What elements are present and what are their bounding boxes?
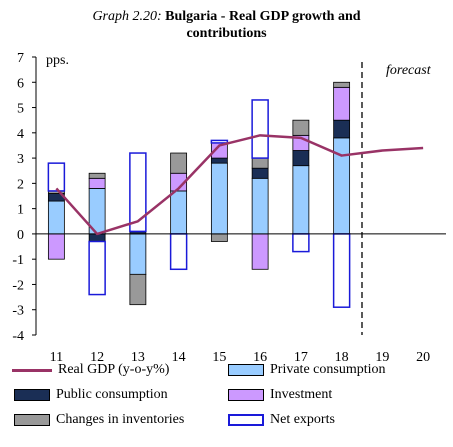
y-tick-label: 2 bbox=[17, 177, 24, 192]
chart-title: Graph 2.20: Bulgaria - Real GDP growth a… bbox=[0, 8, 453, 42]
legend-label: Net exports bbox=[270, 412, 335, 427]
legend-label: Private consumption bbox=[270, 362, 386, 377]
bar-segment bbox=[251, 233, 269, 270]
legend-item-public-consumption: Public consumption bbox=[14, 387, 168, 403]
x-tick-label: 17 bbox=[294, 350, 308, 365]
y-axis-unit-label: pps. bbox=[46, 53, 69, 68]
bar-segment bbox=[292, 150, 310, 167]
gdp-line bbox=[55, 134, 424, 236]
bar-segment bbox=[129, 233, 147, 275]
bar-segment bbox=[170, 190, 188, 235]
bar-segment bbox=[88, 172, 106, 179]
bar-segment bbox=[251, 177, 269, 235]
legend-label: Changes in inventories bbox=[56, 412, 185, 427]
bar-segment bbox=[47, 200, 65, 235]
legend-box-swatch bbox=[14, 389, 50, 401]
x-tick-label: 20 bbox=[416, 350, 430, 365]
y-tick-label: 1 bbox=[17, 203, 24, 218]
x-tick-label: 13 bbox=[131, 350, 145, 365]
y-tick-label: 0 bbox=[17, 228, 24, 243]
chart-legend: Real GDP (y-o-y%) Private consumption Pu… bbox=[0, 362, 453, 442]
bar-segment bbox=[292, 233, 310, 253]
legend-box-swatch bbox=[228, 389, 264, 401]
legend-line-swatch bbox=[12, 368, 52, 372]
bar-segment bbox=[333, 86, 351, 121]
legend-box-swatch bbox=[14, 414, 50, 426]
bar-segment bbox=[210, 157, 228, 164]
y-tick-label: -4 bbox=[12, 329, 24, 344]
bar-segment bbox=[333, 81, 351, 88]
x-tick-label: 16 bbox=[253, 350, 267, 365]
bar-segment bbox=[88, 240, 106, 296]
bar-segment bbox=[88, 177, 106, 189]
y-tick-label: 5 bbox=[17, 102, 24, 117]
bar-segment bbox=[129, 273, 147, 306]
bar-segment bbox=[210, 233, 228, 242]
bar-segment bbox=[47, 233, 65, 260]
legend-item-net-exports: Net exports bbox=[228, 412, 335, 428]
legend-label: Investment bbox=[270, 387, 333, 402]
graph-number: Graph 2.20: bbox=[92, 9, 162, 24]
title-line-2: contributions bbox=[186, 26, 267, 41]
x-tick-label: 19 bbox=[375, 350, 389, 365]
y-tick-label: -1 bbox=[12, 253, 24, 268]
x-tick-label: 15 bbox=[212, 350, 226, 365]
bar-segment bbox=[210, 162, 228, 235]
y-tick-label: -3 bbox=[12, 304, 24, 319]
legend-box-swatch bbox=[228, 414, 264, 426]
title-line-1: Bulgaria - Real GDP growth and bbox=[165, 9, 361, 24]
bar-segment bbox=[333, 119, 351, 139]
bar-segment bbox=[47, 162, 66, 192]
forecast-label: forecast bbox=[386, 63, 432, 78]
bar-segment bbox=[170, 152, 188, 174]
y-tick-label: 3 bbox=[17, 152, 24, 167]
legend-label: Public consumption bbox=[56, 387, 168, 402]
x-tick-label: 18 bbox=[335, 350, 349, 365]
bar-segment bbox=[210, 139, 229, 144]
legend-item-real-gdp: Real GDP (y-o-y%) bbox=[12, 362, 169, 378]
bar-segment bbox=[129, 152, 147, 233]
legend-item-investment: Investment bbox=[228, 387, 332, 403]
legend-box-swatch bbox=[228, 364, 264, 376]
y-tick-label: 4 bbox=[17, 127, 24, 142]
x-tick-label: 14 bbox=[172, 350, 186, 365]
x-tick-label: 11 bbox=[50, 350, 63, 365]
y-tick-label: 7 bbox=[17, 51, 24, 66]
y-tick-label: 6 bbox=[17, 76, 24, 91]
bar-segment bbox=[251, 167, 269, 179]
legend-item-private-consumption: Private consumption bbox=[228, 362, 386, 378]
y-tick-label: -2 bbox=[12, 278, 24, 293]
legend-label: Real GDP (y-o-y%) bbox=[58, 362, 170, 377]
bar-segment bbox=[251, 157, 269, 169]
legend-item-changes-in-inventories: Changes in inventories bbox=[14, 412, 184, 428]
bar-segment bbox=[332, 233, 351, 308]
bar-segment bbox=[251, 99, 269, 159]
bar-segment bbox=[292, 165, 310, 235]
bar-segment bbox=[169, 233, 188, 271]
bar-segment bbox=[292, 119, 310, 136]
x-tick-label: 12 bbox=[90, 350, 104, 365]
